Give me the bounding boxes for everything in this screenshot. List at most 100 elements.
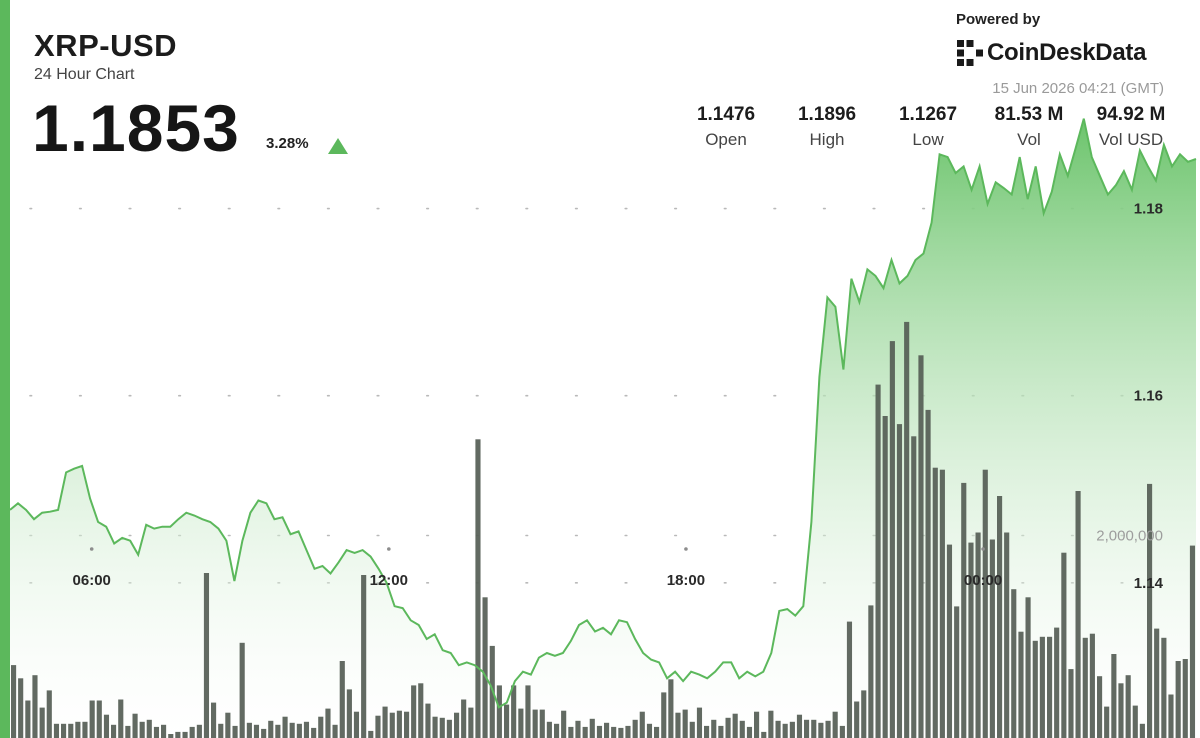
- volume-bar: [89, 700, 95, 738]
- stat-value: 94.92 M: [1096, 104, 1166, 125]
- volume-bar: [618, 727, 624, 738]
- volume-bar: [225, 712, 231, 738]
- powered-by: Powered by: [956, 11, 1041, 28]
- volume-bar: [968, 542, 974, 738]
- volume-bar: [611, 726, 617, 738]
- volume-bar: [346, 689, 352, 738]
- volume-bar: [654, 726, 660, 738]
- volume-bar: [375, 715, 381, 738]
- volume-bar: [439, 717, 445, 738]
- volume-bar: [103, 714, 110, 738]
- volume-bar: [496, 685, 502, 738]
- volume-bar: [554, 723, 560, 738]
- volume-bar: [1182, 659, 1188, 738]
- volume-bar: [1089, 633, 1095, 738]
- volume-bar: [261, 728, 267, 738]
- volume-bar: [482, 597, 488, 738]
- price-tick-label: 1.16: [1134, 388, 1163, 405]
- volume-bar: [25, 700, 31, 738]
- volume-bar: [396, 710, 402, 738]
- price-tick-label: 1.14: [1134, 575, 1164, 592]
- volume-bar: [582, 726, 588, 738]
- volume-bar: [861, 690, 867, 738]
- volume-bar: [1032, 640, 1038, 738]
- volume-bar: [118, 699, 124, 738]
- time-tick-mark: [684, 547, 688, 551]
- volume-bar: [661, 692, 667, 738]
- volume-bar: [754, 711, 760, 738]
- volume-bar: [353, 711, 360, 738]
- price-tick-label: 1.18: [1134, 201, 1163, 218]
- stat-value: 1.1267: [898, 104, 958, 125]
- volume-bar: [303, 721, 310, 738]
- up-arrow-icon: [328, 138, 348, 154]
- volume-bar: [146, 719, 152, 738]
- volume-bar: [825, 720, 831, 738]
- volume-bar: [1025, 597, 1031, 738]
- volume-bar: [696, 707, 703, 738]
- stat-value: 1.1476: [696, 104, 756, 125]
- stat-label: High: [809, 130, 845, 149]
- volume-bar: [75, 721, 81, 738]
- volume-bar: [68, 723, 74, 738]
- volume-bar: [418, 683, 424, 738]
- volume-bar: [339, 661, 345, 738]
- volume-bar: [868, 605, 874, 738]
- volume-bar: [411, 685, 417, 738]
- volume-bar: [318, 716, 324, 738]
- volume-bar: [446, 719, 452, 738]
- volume-bar: [404, 711, 410, 738]
- volume-bar: [1075, 491, 1081, 738]
- volume-bar: [732, 713, 738, 738]
- volume-bar: [161, 724, 167, 738]
- volume-bar: [525, 685, 531, 738]
- volume-bar: [982, 469, 988, 738]
- volume-bar: [368, 730, 374, 738]
- volume-bar: [189, 726, 195, 738]
- time-tick-label: 18:00: [667, 572, 705, 589]
- brand-name: CoinDeskData: [987, 39, 1147, 66]
- volume-bar: [211, 702, 217, 738]
- volume-bar: [539, 709, 545, 738]
- volume-bar: [997, 496, 1003, 738]
- volume-bar: [325, 708, 331, 738]
- volume-bar: [153, 726, 160, 738]
- stat-label: Open: [705, 130, 747, 149]
- volume-bar: [668, 679, 674, 738]
- volume-bar: [596, 725, 603, 738]
- volume-bar: [632, 719, 638, 738]
- volume-bar: [896, 424, 903, 738]
- volume-bar: [854, 701, 860, 738]
- volume-bar: [1054, 627, 1060, 738]
- volume-bar: [511, 685, 517, 738]
- volume-bar: [518, 708, 524, 738]
- volume-bar: [239, 642, 245, 738]
- stat-open: 1.1476 Open: [671, 104, 781, 150]
- volume-bar: [789, 721, 795, 738]
- stat-label: Vol: [1017, 130, 1041, 149]
- timestamp: 15 Jun 2026 04:21 (GMT): [992, 80, 1164, 97]
- volume-bar: [704, 725, 710, 738]
- volume-bar: [1125, 675, 1131, 738]
- volume-bar: [975, 532, 981, 738]
- volume-bar: [1147, 483, 1153, 738]
- stat-value: 81.53 M: [994, 104, 1064, 125]
- volume-bar: [796, 714, 803, 738]
- volume-bar: [846, 621, 853, 738]
- volume-bar: [382, 706, 388, 738]
- volume-bar: [639, 711, 645, 738]
- volume-bar: [1004, 532, 1010, 738]
- volume-bar: [875, 384, 881, 738]
- volume-bar: [775, 720, 781, 738]
- volume-bar: [39, 707, 45, 738]
- volume-bar: [139, 721, 145, 738]
- volume-bar: [1018, 631, 1024, 738]
- volume-bar: [1061, 552, 1067, 738]
- time-tick-label: 06:00: [73, 572, 111, 589]
- volume-tick-label: 2,000,000: [1096, 528, 1163, 545]
- volume-bar: [746, 726, 753, 738]
- volume-bar: [1082, 637, 1088, 738]
- volume-bar: [289, 722, 295, 738]
- volume-bar: [718, 725, 724, 738]
